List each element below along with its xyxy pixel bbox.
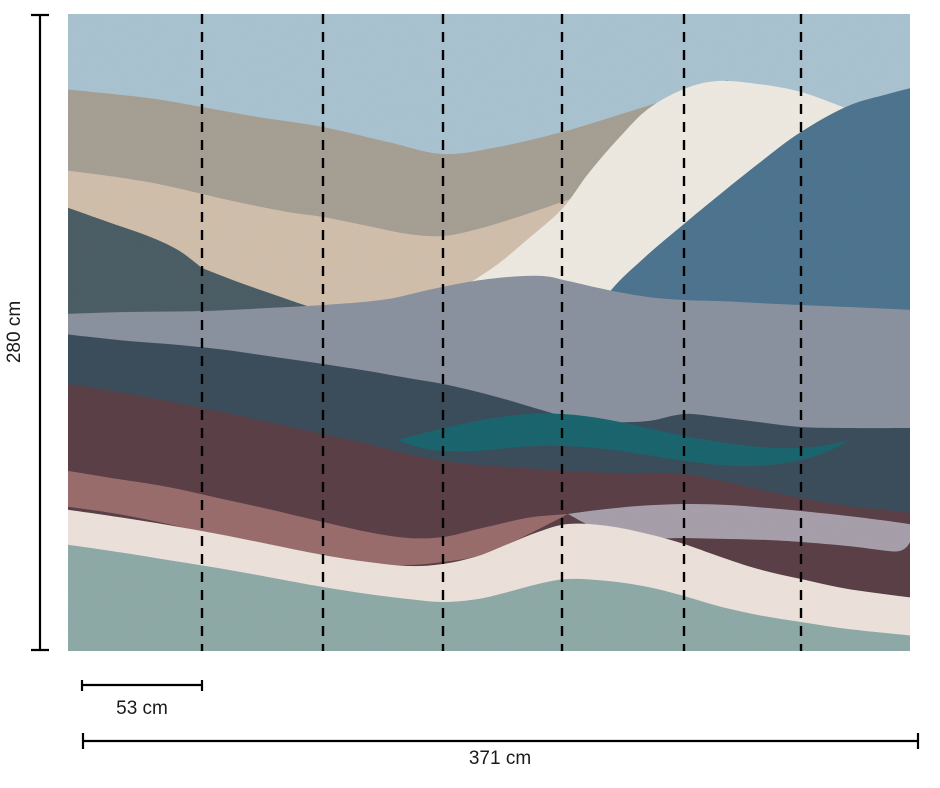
svg-text:371 cm: 371 cm <box>469 748 531 769</box>
svg-text:53 cm: 53 cm <box>116 698 168 719</box>
svg-text:280 cm: 280 cm <box>4 301 25 363</box>
